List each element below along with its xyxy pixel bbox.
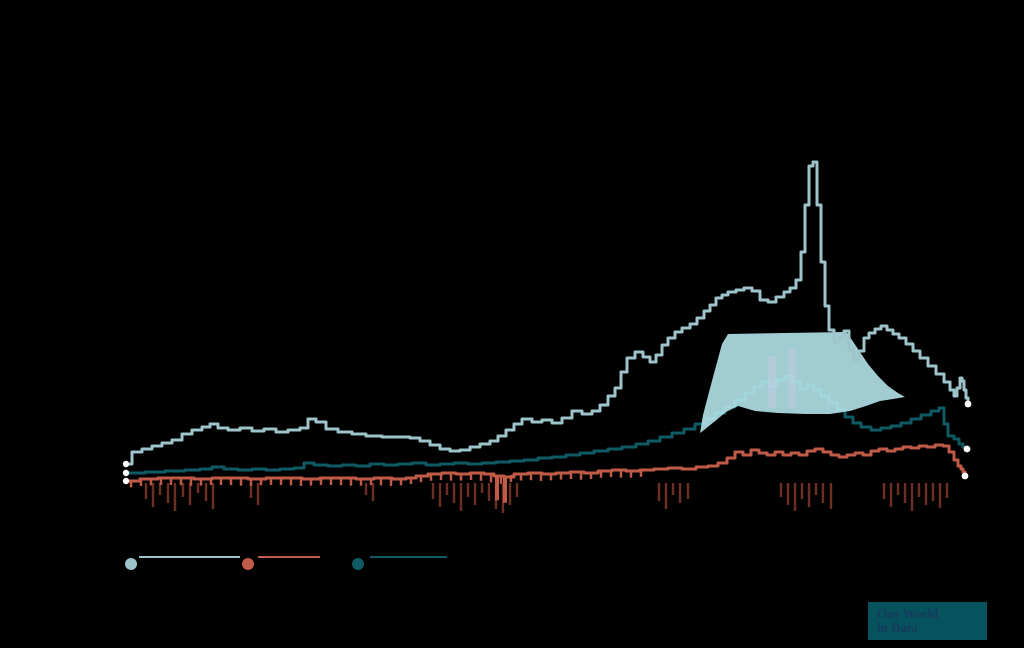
series-red-line <box>126 443 967 483</box>
series-start-marker <box>122 460 130 468</box>
series-light-blue-line <box>126 160 970 466</box>
series-end-marker <box>963 445 971 453</box>
owid-logo[interactable]: Our World in Data <box>868 602 987 640</box>
highlight-strip <box>768 356 776 408</box>
series-start-marker <box>122 469 130 477</box>
series-start-marker <box>122 477 130 485</box>
legend-label-line <box>370 556 447 558</box>
legend-dot-icon <box>125 558 137 570</box>
series-end-marker <box>964 400 972 408</box>
legend-label-line <box>258 556 320 558</box>
logo-line1: Our World <box>877 606 939 622</box>
logo-line2: in Data <box>877 620 918 635</box>
series-teal-line <box>126 374 969 475</box>
legend-dot-icon <box>352 558 364 570</box>
series-end-marker <box>961 472 969 480</box>
highlight-region <box>700 332 905 433</box>
legend-dot-icon <box>242 558 254 570</box>
legend-label-line <box>139 556 240 558</box>
highlight-strip <box>788 348 796 408</box>
